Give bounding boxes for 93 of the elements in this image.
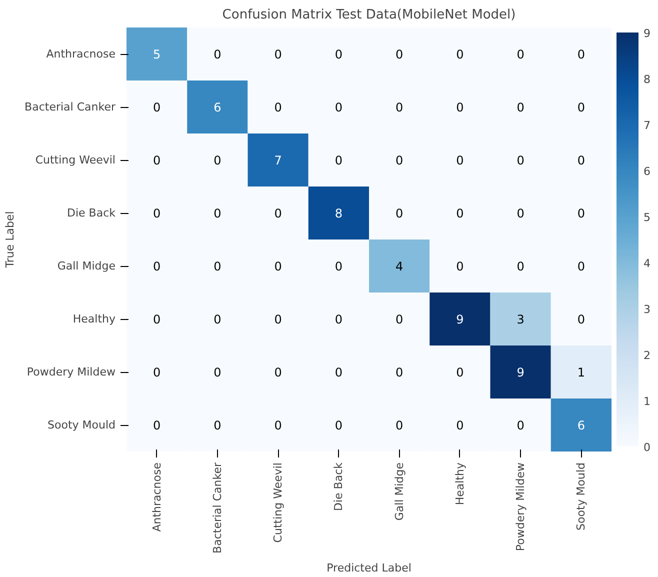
chart-title: Confusion Matrix Test Data(MobileNet Model)	[222, 8, 516, 22]
data-label: 0	[456, 260, 464, 274]
data-label: 0	[395, 206, 404, 220]
data-label: 0	[334, 260, 343, 274]
data-label: 0	[516, 418, 524, 432]
data-label: 0	[395, 418, 404, 432]
data-label: 0	[274, 366, 282, 380]
x-tick-label: Sooty Mould	[574, 462, 588, 530]
color-bar-label: 1	[644, 395, 650, 408]
data-label: 0	[214, 48, 222, 62]
color-bar-label: 5	[644, 211, 650, 224]
color-bar-label: 2	[644, 349, 650, 362]
data-label: 0	[152, 100, 161, 114]
data-label: 0	[395, 154, 404, 168]
data-label: 0	[214, 366, 222, 380]
data-label: 0	[214, 260, 222, 274]
data-label: 0	[274, 312, 282, 326]
data-label: 0	[334, 418, 343, 432]
data-label: 0	[214, 418, 222, 432]
data-label: 1	[577, 366, 586, 380]
data-label: 0	[577, 100, 586, 114]
data-label: 0	[274, 260, 282, 274]
y-tick-label: Anthracnose	[46, 48, 116, 60]
y-tick-label: Cutting Weevil	[35, 154, 116, 166]
data-label: 0	[334, 100, 343, 114]
data-label: 7	[274, 154, 282, 168]
data-label: 0	[456, 366, 464, 380]
data-label: 0	[456, 48, 464, 62]
data-label: 0	[334, 312, 343, 326]
data-label: 0	[152, 154, 161, 168]
data-label: 0	[274, 418, 282, 432]
data-label: 0	[395, 312, 404, 326]
data-label: 0	[152, 312, 161, 326]
data-label: 0	[395, 366, 404, 380]
data-label: 0	[456, 100, 464, 114]
data-label: 0	[334, 48, 343, 62]
y-tick-label: Healthy	[72, 312, 116, 326]
color-bar-label: 9	[644, 27, 650, 40]
x-tick-label: Bacterial Canker	[210, 462, 224, 554]
y-tick-label: Powdery Mildew	[26, 366, 116, 378]
data-label: 0	[516, 206, 524, 220]
data-label: 0	[274, 100, 282, 114]
x-axis-title: Predicted Label	[326, 561, 412, 574]
data-label: 0	[456, 206, 464, 220]
color-bar-label: 7	[644, 119, 650, 132]
x-tick-label: Die Back	[332, 462, 346, 511]
data-label: 0	[214, 154, 222, 168]
data-label: 0	[334, 366, 343, 380]
data-label: 0	[152, 366, 161, 380]
color-bar-label: 6	[644, 165, 650, 178]
y-tick-label: Die Back	[67, 206, 116, 220]
data-label: 0	[395, 100, 404, 114]
data-label: 9	[516, 366, 524, 380]
data-label: 8	[334, 206, 343, 220]
data-label: 0	[456, 154, 464, 168]
x-tick-label: Powdery Mildew	[514, 462, 528, 552]
data-label: 0	[395, 48, 404, 62]
data-label: 0	[152, 206, 161, 220]
y-axis-title: True Label	[4, 211, 17, 269]
data-label: 0	[274, 206, 282, 220]
data-label: 0	[516, 100, 524, 114]
color-bar-label: 0	[644, 441, 650, 454]
data-label: 3	[516, 312, 524, 326]
color-bar-label: 3	[644, 303, 650, 316]
x-tick-label: Cutting Weevil	[272, 462, 285, 543]
data-label: 6	[577, 418, 586, 432]
data-label: 9	[456, 312, 464, 326]
color-bar-label: 8	[644, 73, 650, 86]
data-label: 0	[214, 312, 222, 326]
data-label: 0	[516, 48, 524, 62]
data-label: 6	[214, 100, 222, 114]
x-tick-label: Gall Midge	[392, 462, 406, 521]
data-label: 0	[577, 312, 586, 326]
data-label: 0	[214, 206, 222, 220]
data-label: 0	[516, 260, 524, 274]
y-tick-label: Gall Midge	[57, 260, 116, 272]
y-tick-label: Sooty Mould	[48, 418, 116, 432]
data-label: 4	[395, 260, 404, 274]
data-label: 5	[152, 48, 161, 62]
data-label: 0	[456, 418, 464, 432]
data-label: 0	[577, 154, 586, 168]
data-label: 0	[152, 260, 161, 274]
data-label: 0	[577, 48, 586, 62]
data-label: 0	[152, 418, 161, 432]
x-tick-label: Healthy	[453, 462, 466, 506]
y-tick-label: Bacterial Canker	[24, 100, 116, 114]
x-tick-label: Anthracnose	[150, 462, 164, 532]
data-label: 0	[516, 154, 524, 168]
data-label: 0	[577, 206, 586, 220]
data-label: 0	[334, 154, 343, 168]
data-label: 0	[274, 48, 282, 62]
color-bar-label: 4	[644, 257, 650, 270]
data-label: 0	[577, 260, 586, 274]
